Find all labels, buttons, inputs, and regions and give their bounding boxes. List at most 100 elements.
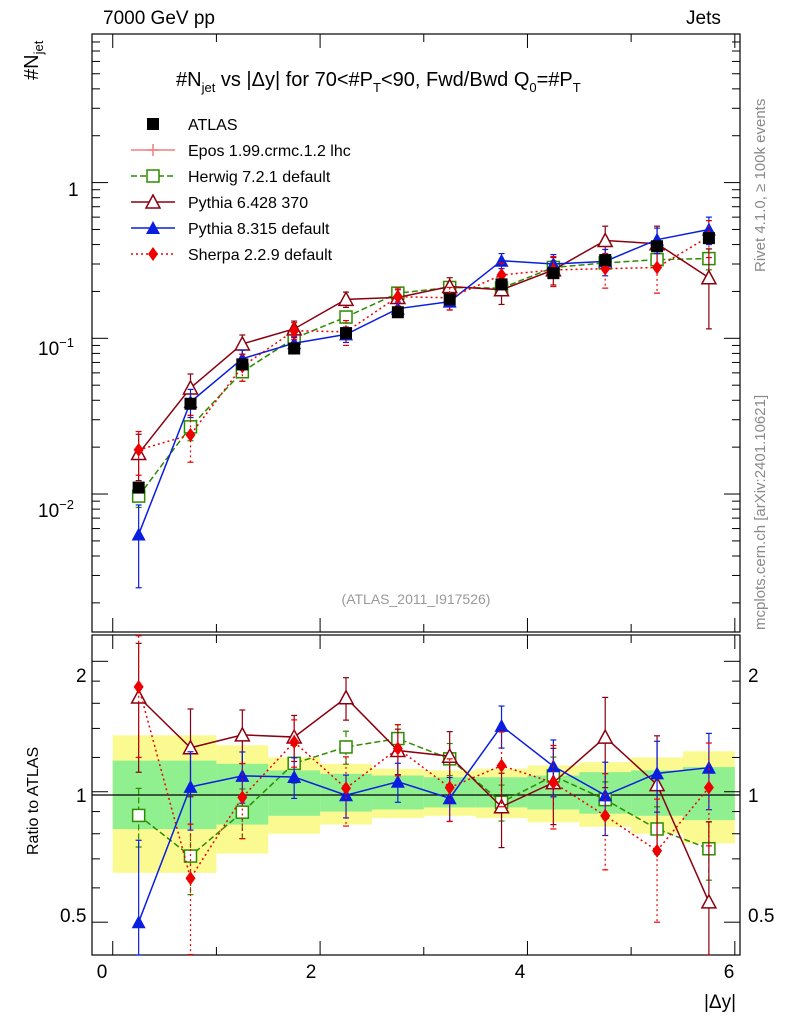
point-marker [652,260,663,275]
ratio-tick-label-right-2: 2 [748,666,759,687]
point-marker [340,327,353,340]
analysis-watermark: (ATLAS_2011_I917526) [342,591,491,607]
ratio-tick-label-2: 2 [76,666,87,687]
point-marker [289,735,300,750]
point-marker [339,740,353,754]
x-tick-label-0: 0 [97,962,108,983]
point-marker [287,770,302,784]
point-marker [146,169,160,183]
point-marker [390,774,405,788]
series-line [138,257,709,497]
point-marker [494,253,509,267]
point-marker [341,781,352,796]
series-Pythia8 [131,216,716,589]
point-marker [701,760,716,774]
point-marker [147,118,159,130]
point-marker [234,726,251,742]
point-marker [234,335,251,351]
x-tick-label-6: 6 [724,962,735,983]
ratio-series-Sherpa [133,635,714,956]
point-marker [148,247,158,261]
ratio-line [138,737,710,858]
point-marker [700,893,718,909]
axis-ticks [92,33,740,955]
point-marker [599,254,612,267]
point-marker [146,221,160,234]
legend-label-Epos: Epos 1.99.crmc.1.2 lhc [188,143,351,160]
point-marker [391,306,404,319]
point-marker [548,775,559,790]
point-marker [185,871,196,886]
ratio-tick-label-0.5: 0.5 [60,906,86,927]
point-marker [235,805,250,819]
series-line [137,228,710,535]
point-marker [700,269,718,285]
legend-label-Pythia8: Pythia 8.315 default [188,221,330,238]
point-marker [133,442,144,457]
main-series-layer [130,216,718,589]
point-marker [495,278,508,291]
point-marker [392,741,403,756]
point-marker [392,289,403,304]
x-tick-label-2: 2 [306,962,317,983]
legend-label-Sherpa: Sherpa 2.2.9 default [188,247,333,264]
point-marker [185,427,196,442]
point-marker [443,293,456,306]
main-frame [91,33,741,633]
point-marker [131,915,146,929]
legend: ATLAS Epos 1.99.crmc.1.2 lhc Herwig 7.2.1 … [131,117,351,264]
point-marker [652,843,663,858]
legend-label-Pythia6: Pythia 6.428 370 [188,195,308,212]
point-marker [133,679,144,694]
point-marker [132,481,145,494]
point-marker [596,231,614,248]
point-marker [131,527,146,541]
y-tick-label-1: 1 [68,180,79,201]
y-tick-label-1e-1: 10−1 [38,335,74,360]
energy-label: 7000 GeV pp [103,8,215,29]
point-marker [703,780,714,795]
y-tick-label-1e-2: 10−2 [38,497,74,522]
point-marker [600,808,611,823]
ratio-series-layer [130,635,718,956]
process-label: Jets [686,8,721,29]
point-marker [237,790,248,805]
point-marker [183,779,198,793]
series-line [138,235,710,451]
ratio-line [138,696,710,903]
series-ATLAS [132,232,715,494]
point-marker [441,747,458,763]
point-marker [236,358,249,371]
point-marker [650,766,665,780]
ratio-line [137,724,709,923]
point-marker [596,728,614,744]
ratio-tick-label-right-0.5: 0.5 [748,906,774,927]
ratio-tick-label-1: 1 [76,786,87,807]
ratio-tick-label-right-1: 1 [748,786,759,807]
x-tick-label-4: 4 [515,962,526,983]
point-marker [496,758,507,773]
point-marker [702,232,715,245]
y-axis-title: #Njet [21,40,46,80]
point-marker [184,397,197,410]
main-y-tick-labels: 10−2 10−1 1 [38,180,79,522]
point-marker [147,144,159,156]
point-marker [144,193,162,209]
legend-label-Herwig: Herwig 7.2.1 default [188,169,331,186]
point-marker [494,718,509,732]
point-marker [442,791,457,805]
x-axis-title: |Δy| [704,992,736,1013]
series-line [138,239,710,454]
chart-title: #Njet vs |Δy| for 70<#PT<90, Fwd/Bwd Q0=… [176,69,581,95]
point-marker [444,780,455,795]
point-marker [289,323,300,338]
point-marker [131,808,146,823]
ratio-axis-title: Ratio to ATLAS [25,747,42,855]
series-Pythia6 [130,225,718,482]
legend-label-ATLAS: ATLAS [188,117,238,134]
point-marker [288,342,301,355]
point-marker [547,267,560,280]
point-marker [337,290,355,307]
point-marker [651,240,664,253]
